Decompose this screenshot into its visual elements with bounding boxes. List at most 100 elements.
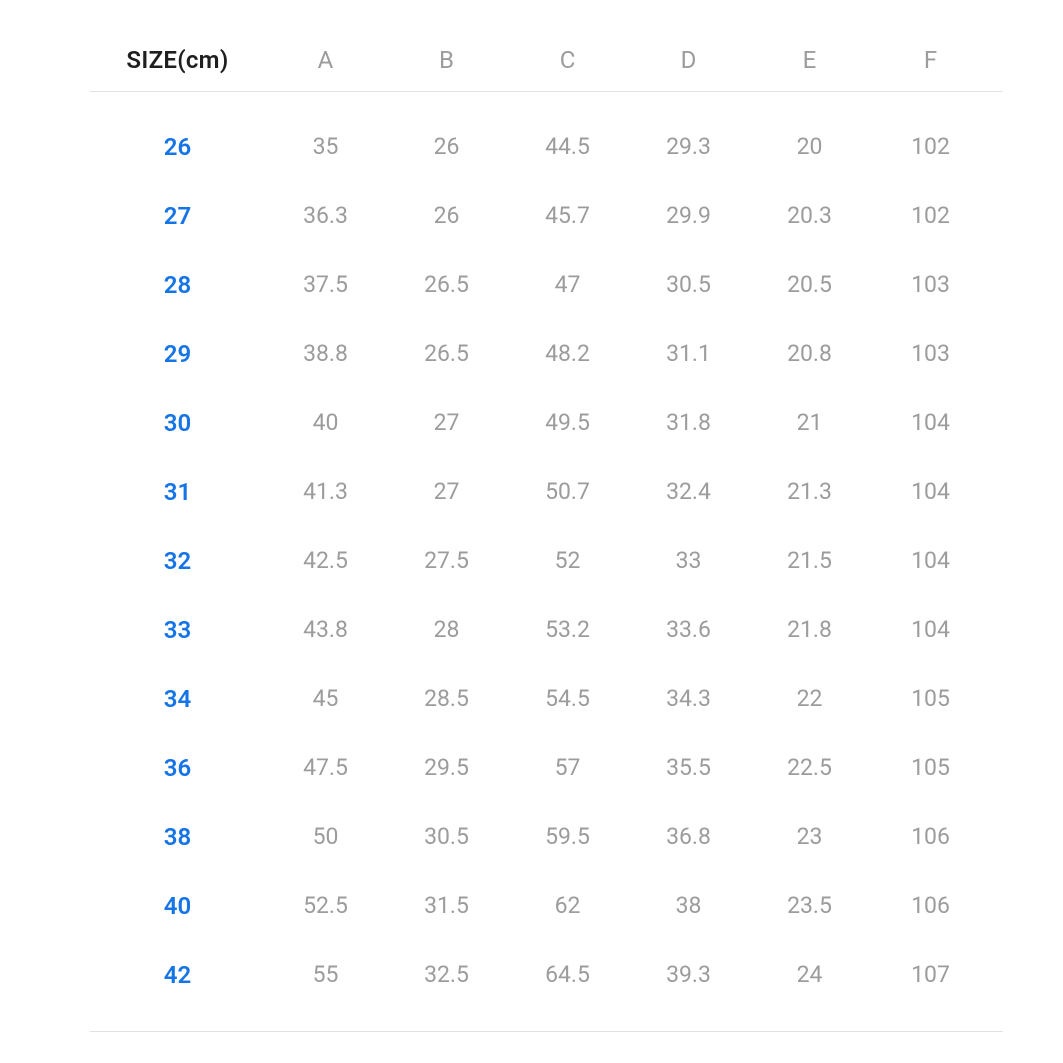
table-row: 38 50 30.5 59.5 36.8 23 106 <box>90 802 1003 871</box>
cell-a: 50 <box>265 823 386 850</box>
cell-b: 27.5 <box>386 547 507 574</box>
cell-a: 45 <box>265 685 386 712</box>
header-col-c: C <box>507 46 628 74</box>
table-row: 29 38.8 26.5 48.2 31.1 20.8 103 <box>90 319 1003 388</box>
cell-b: 26.5 <box>386 340 507 367</box>
cell-c: 48.2 <box>507 340 628 367</box>
size-value: 28 <box>90 271 265 299</box>
size-value: 27 <box>90 202 265 230</box>
size-value: 34 <box>90 685 265 713</box>
cell-b: 29.5 <box>386 754 507 781</box>
cell-d: 34.3 <box>628 685 749 712</box>
header-col-e: E <box>749 46 870 74</box>
cell-b: 26 <box>386 202 507 229</box>
table-row: 28 37.5 26.5 47 30.5 20.5 103 <box>90 250 1003 319</box>
cell-c: 52 <box>507 547 628 574</box>
cell-b: 26 <box>386 133 507 160</box>
table-row: 40 52.5 31.5 62 38 23.5 106 <box>90 871 1003 940</box>
cell-e: 20.3 <box>749 202 870 229</box>
cell-d: 36.8 <box>628 823 749 850</box>
cell-f: 103 <box>870 340 991 367</box>
cell-c: 59.5 <box>507 823 628 850</box>
cell-a: 42.5 <box>265 547 386 574</box>
table-row: 34 45 28.5 54.5 34.3 22 105 <box>90 664 1003 733</box>
table-row: 42 55 32.5 64.5 39.3 24 107 <box>90 940 1003 1009</box>
cell-e: 22.5 <box>749 754 870 781</box>
size-value: 38 <box>90 823 265 851</box>
cell-f: 103 <box>870 271 991 298</box>
cell-a: 47.5 <box>265 754 386 781</box>
cell-b: 30.5 <box>386 823 507 850</box>
cell-e: 22 <box>749 685 870 712</box>
size-value: 31 <box>90 478 265 506</box>
size-value: 36 <box>90 754 265 782</box>
size-value: 42 <box>90 961 265 989</box>
cell-b: 27 <box>386 409 507 436</box>
cell-f: 102 <box>870 133 991 160</box>
cell-e: 21.5 <box>749 547 870 574</box>
cell-d: 31.8 <box>628 409 749 436</box>
table-row: 36 47.5 29.5 57 35.5 22.5 105 <box>90 733 1003 802</box>
cell-a: 41.3 <box>265 478 386 505</box>
header-col-d: D <box>628 46 749 74</box>
cell-f: 104 <box>870 616 991 643</box>
size-value: 29 <box>90 340 265 368</box>
cell-d: 38 <box>628 892 749 919</box>
cell-d: 29.9 <box>628 202 749 229</box>
cell-f: 107 <box>870 961 991 988</box>
cell-b: 26.5 <box>386 271 507 298</box>
cell-e: 21 <box>749 409 870 436</box>
cell-d: 33.6 <box>628 616 749 643</box>
cell-c: 57 <box>507 754 628 781</box>
size-value: 40 <box>90 892 265 920</box>
cell-c: 49.5 <box>507 409 628 436</box>
cell-b: 28 <box>386 616 507 643</box>
cell-b: 32.5 <box>386 961 507 988</box>
cell-f: 106 <box>870 892 991 919</box>
cell-f: 104 <box>870 478 991 505</box>
cell-a: 36.3 <box>265 202 386 229</box>
cell-e: 21.8 <box>749 616 870 643</box>
cell-e: 24 <box>749 961 870 988</box>
cell-d: 30.5 <box>628 271 749 298</box>
cell-d: 35.5 <box>628 754 749 781</box>
cell-e: 23 <box>749 823 870 850</box>
size-value: 33 <box>90 616 265 644</box>
cell-c: 44.5 <box>507 133 628 160</box>
cell-a: 35 <box>265 133 386 160</box>
size-value: 30 <box>90 409 265 437</box>
cell-a: 40 <box>265 409 386 436</box>
cell-c: 62 <box>507 892 628 919</box>
size-table: SIZE(cm) A B C D E F 26 35 26 44.5 29.3 … <box>0 0 1063 1060</box>
cell-d: 39.3 <box>628 961 749 988</box>
cell-b: 28.5 <box>386 685 507 712</box>
header-col-a: A <box>265 46 386 74</box>
cell-a: 37.5 <box>265 271 386 298</box>
table-row: 32 42.5 27.5 52 33 21.5 104 <box>90 526 1003 595</box>
size-value: 26 <box>90 133 265 161</box>
cell-a: 43.8 <box>265 616 386 643</box>
cell-f: 104 <box>870 409 991 436</box>
cell-e: 20.5 <box>749 271 870 298</box>
cell-b: 31.5 <box>386 892 507 919</box>
header-col-f: F <box>870 46 991 74</box>
cell-a: 55 <box>265 961 386 988</box>
cell-c: 54.5 <box>507 685 628 712</box>
cell-c: 45.7 <box>507 202 628 229</box>
cell-d: 29.3 <box>628 133 749 160</box>
cell-e: 20 <box>749 133 870 160</box>
cell-f: 105 <box>870 685 991 712</box>
header-col-b: B <box>386 46 507 74</box>
bottom-rule <box>90 1031 1003 1032</box>
cell-d: 33 <box>628 547 749 574</box>
cell-d: 32.4 <box>628 478 749 505</box>
cell-e: 20.8 <box>749 340 870 367</box>
cell-e: 21.3 <box>749 478 870 505</box>
cell-f: 105 <box>870 754 991 781</box>
cell-f: 104 <box>870 547 991 574</box>
table-row: 31 41.3 27 50.7 32.4 21.3 104 <box>90 457 1003 526</box>
cell-a: 52.5 <box>265 892 386 919</box>
cell-c: 53.2 <box>507 616 628 643</box>
table-header-row: SIZE(cm) A B C D E F <box>90 28 1003 92</box>
table-row: 30 40 27 49.5 31.8 21 104 <box>90 388 1003 457</box>
